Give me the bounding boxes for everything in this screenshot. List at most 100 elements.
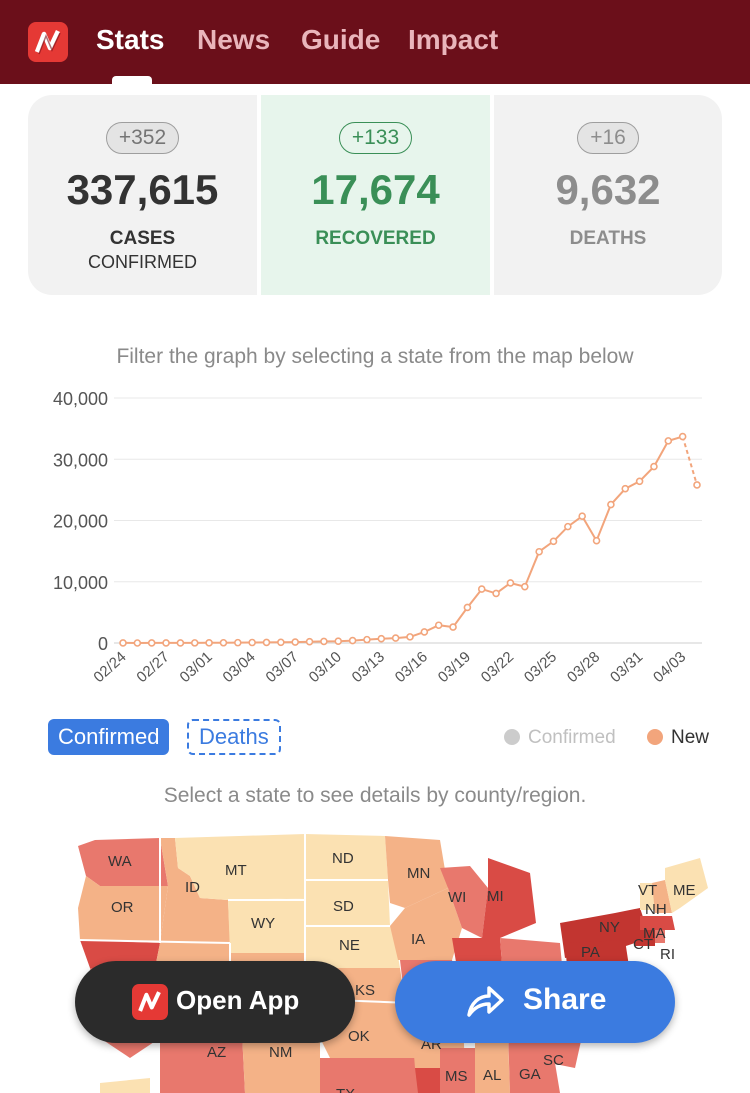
state-mt[interactable] xyxy=(175,834,305,900)
data-point[interactable] xyxy=(234,638,242,647)
data-point[interactable] xyxy=(650,462,658,471)
app-logo-icon[interactable] xyxy=(28,22,68,62)
state-me[interactable] xyxy=(665,858,708,913)
data-point[interactable] xyxy=(549,537,558,546)
legend-confirmed[interactable]: Confirmed xyxy=(504,727,616,749)
state-label-ia: IA xyxy=(411,931,425,948)
y-tick-label: 20,000 xyxy=(53,512,108,532)
data-point[interactable] xyxy=(291,638,300,646)
open-app-label: Open App xyxy=(176,985,300,1015)
tab-impact[interactable]: Impact xyxy=(408,24,499,55)
state-label-nh: NH xyxy=(645,901,667,918)
data-point[interactable] xyxy=(678,432,687,441)
state-ne[interactable] xyxy=(305,926,400,968)
state-wy[interactable] xyxy=(228,898,305,953)
legend-new[interactable]: New xyxy=(647,727,709,749)
deaths-toggle-button[interactable]: Deaths xyxy=(187,719,281,755)
stat-divider xyxy=(257,95,261,295)
data-point[interactable] xyxy=(133,639,142,647)
state-ia[interactable] xyxy=(390,888,462,960)
state-sd[interactable] xyxy=(305,880,390,926)
state-id[interactable] xyxy=(160,838,230,943)
x-tick-label: 03/31 xyxy=(607,648,646,686)
open-app-button[interactable]: Open App xyxy=(75,961,355,1043)
state-ak[interactable] xyxy=(100,1078,150,1093)
data-point[interactable] xyxy=(320,637,328,646)
data-point[interactable] xyxy=(334,637,343,645)
tab-stats[interactable]: Stats xyxy=(96,24,165,55)
tab-news[interactable]: News xyxy=(197,24,271,55)
cases-line-chart[interactable]: 40,000 30,000 20,000 10,000 002/24 02/27 03/01… xyxy=(0,380,750,700)
app-logo-icon xyxy=(132,984,168,1020)
data-point[interactable] xyxy=(391,634,400,642)
data-point[interactable] xyxy=(248,638,256,647)
state-mn[interactable] xyxy=(385,836,448,908)
confirmed-toggle-button[interactable]: Confirmed xyxy=(48,719,170,755)
data-point[interactable] xyxy=(635,477,644,486)
data-point[interactable] xyxy=(664,437,673,445)
data-point[interactable] xyxy=(434,621,443,630)
data-point[interactable] xyxy=(406,633,414,641)
state-label-ny: NY xyxy=(599,919,620,936)
data-point[interactable] xyxy=(348,636,357,645)
state-ma[interactable] xyxy=(640,916,675,930)
state-label-sd: SD xyxy=(333,898,354,915)
state-mi[interactable] xyxy=(482,858,536,938)
state-label-vt: VT xyxy=(638,882,657,899)
data-point[interactable] xyxy=(592,536,601,545)
data-point[interactable] xyxy=(449,623,457,631)
data-point[interactable] xyxy=(262,638,271,647)
state-ri[interactable] xyxy=(655,930,665,943)
cases-stat[interactable]: +352 337,615 CASES CONFIRMED xyxy=(28,95,257,295)
data-point[interactable] xyxy=(162,639,170,647)
state-wi[interactable] xyxy=(440,866,488,938)
recovered-stat[interactable]: +133 17,674 RECOVERED xyxy=(261,95,490,295)
state-label-or: OR xyxy=(111,899,134,916)
state-ct[interactable] xyxy=(635,930,655,946)
state-label-tx: TX xyxy=(336,1086,355,1093)
data-point[interactable] xyxy=(363,635,371,644)
state-al[interactable] xyxy=(475,1038,510,1093)
state-label-ms: MS xyxy=(445,1068,468,1085)
data-point[interactable] xyxy=(119,639,127,647)
data-point[interactable] xyxy=(205,639,213,647)
state-tx[interactable] xyxy=(320,1058,420,1093)
deaths-stat[interactable]: +16 9,632 DEATHS xyxy=(494,95,722,295)
data-point[interactable] xyxy=(578,512,587,521)
data-point[interactable] xyxy=(693,481,701,489)
deaths-count: 9,632 xyxy=(555,166,661,213)
data-point[interactable] xyxy=(176,639,185,647)
data-point[interactable] xyxy=(190,639,199,647)
data-point[interactable] xyxy=(477,585,486,593)
state-nd[interactable] xyxy=(305,834,388,880)
data-point[interactable] xyxy=(564,522,572,531)
state-nh[interactable] xyxy=(652,880,672,913)
deaths-label: DEATHS xyxy=(569,228,647,249)
data-point[interactable] xyxy=(305,637,314,646)
data-point[interactable] xyxy=(147,639,156,647)
state-label-pa: PA xyxy=(581,944,600,961)
chart-hint: Filter the graph by selecting a state fr… xyxy=(116,345,634,368)
x-tick-label: 03/28 xyxy=(564,648,603,686)
data-point[interactable] xyxy=(506,579,515,587)
data-point[interactable] xyxy=(520,582,529,591)
share-label: Share xyxy=(523,983,607,1016)
x-tick-label: 04/03 xyxy=(650,648,689,686)
data-point[interactable] xyxy=(607,500,615,509)
state-wa[interactable] xyxy=(78,838,168,886)
state-or[interactable] xyxy=(78,876,168,943)
share-button[interactable]: Share xyxy=(395,961,675,1043)
data-point[interactable] xyxy=(277,638,285,647)
data-point[interactable] xyxy=(377,634,386,643)
data-point[interactable] xyxy=(492,589,500,598)
data-point[interactable] xyxy=(621,484,630,493)
data-point[interactable] xyxy=(463,603,472,612)
state-label-sc: SC xyxy=(543,1052,564,1069)
tab-guide[interactable]: Guide xyxy=(301,24,381,55)
state-ms[interactable] xyxy=(440,1048,475,1093)
state-label-ne: NE xyxy=(339,937,360,954)
state-vt[interactable] xyxy=(640,883,655,910)
data-point[interactable] xyxy=(219,638,228,647)
data-point[interactable] xyxy=(420,628,429,636)
data-point[interactable] xyxy=(535,547,543,556)
